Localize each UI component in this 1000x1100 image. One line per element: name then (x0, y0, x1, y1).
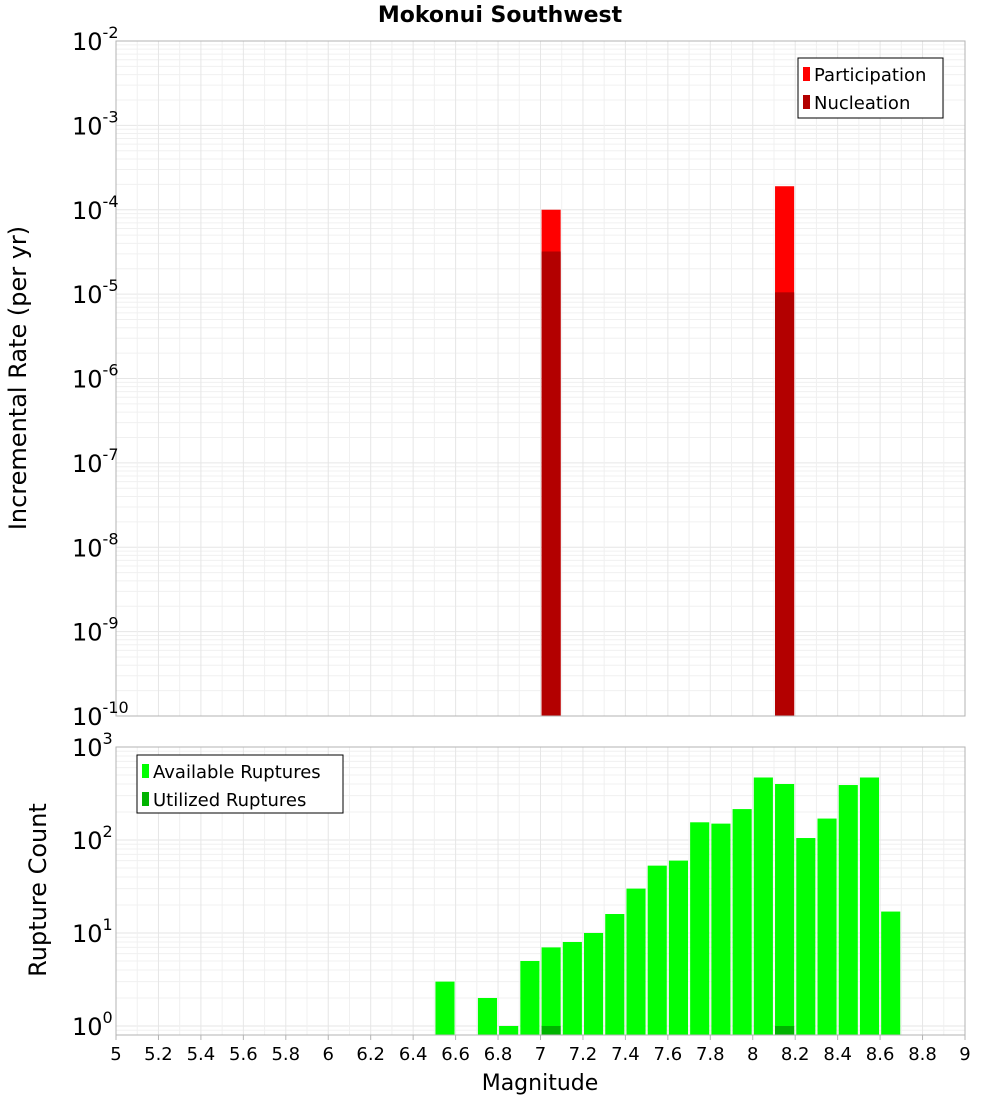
x-tick-label: 5.6 (229, 1044, 258, 1065)
bottom-ytick-label: 103 (72, 729, 113, 762)
x-tick-label: 8.2 (781, 1044, 810, 1065)
top-plot-frame (115, 40, 966, 717)
top-bar-nucleation (775, 292, 795, 716)
top-ytick-label: 10-6 (72, 361, 119, 394)
top-legend-swatch (803, 95, 810, 109)
bottom-bar-available-ruptures (881, 911, 901, 1035)
x-tick-label: 5.4 (187, 1044, 216, 1065)
x-tick-label: 6 (323, 1044, 334, 1065)
x-tick-label: 5.8 (271, 1044, 300, 1065)
bottom-bar-available-ruptures (732, 809, 752, 1035)
bottom-bar-available-ruptures (817, 818, 837, 1035)
chart-title: Mokonui Southwest (378, 3, 623, 28)
x-tick-label: 8 (747, 1044, 758, 1065)
bottom-bar-available-ruptures (859, 777, 880, 1035)
bottom-legend-label: Available Ruptures (153, 762, 321, 783)
x-tick-label: 7.2 (569, 1044, 598, 1065)
top-bar-nucleation (541, 251, 561, 716)
x-tick-label: 5.2 (144, 1044, 173, 1065)
bottom-legend-swatch (142, 792, 149, 806)
bottom-bar-available-ruptures (605, 914, 625, 1035)
x-tick-label: 9 (959, 1044, 970, 1065)
top-ytick-label: 10-4 (72, 192, 119, 225)
bottom-bar-available-ruptures (499, 1025, 519, 1035)
x-tick-label: 7.4 (611, 1044, 640, 1065)
bottom-plot-area: 100 101 102 103 5 5.2 5.4 5.6 5.8 6 6.2 6.4 6.6 6.8 7 7… (72, 729, 971, 1065)
bottom-bar-available-ruptures (838, 785, 858, 1035)
top-legend-label: Participation (814, 65, 926, 86)
bottom-legend-label: Utilized Ruptures (153, 790, 306, 811)
top-legend-label: Nucleation (814, 93, 910, 114)
top-ytick-label: 10-3 (72, 107, 119, 140)
top-ytick-label: 10-5 (72, 276, 119, 309)
bottom-ytick-label: 101 (72, 915, 113, 948)
bottom-bar-available-ruptures (562, 942, 582, 1035)
bottom-y-axis-label: Rupture Count (24, 803, 52, 977)
x-tick-label: 7 (535, 1044, 546, 1065)
bottom-bar-available-ruptures (796, 838, 816, 1035)
bottom-bar-utilized-ruptures (541, 1025, 561, 1035)
x-tick-label: 8.8 (908, 1044, 937, 1065)
top-ytick-label: 10-2 (72, 23, 119, 56)
bottom-legend-box (136, 754, 344, 814)
bottom-legend-swatch (142, 764, 149, 778)
x-tick-label: 6.6 (441, 1044, 470, 1065)
x-tick-label: 7.8 (696, 1044, 725, 1065)
bottom-bar-available-ruptures (711, 823, 731, 1035)
bottom-bar-available-ruptures (477, 997, 497, 1035)
x-tick-label: 7.6 (654, 1044, 683, 1065)
top-legend-swatch (803, 67, 810, 81)
top-ytick-label: 10-10 (72, 698, 129, 731)
x-tick-label: 6.4 (399, 1044, 428, 1065)
top-plot-area: 10-10 10-9 10-8 10-7 10-6 10-5 10-4 10-3 10-2 Par… (72, 23, 966, 731)
x-tick-label: 5 (110, 1044, 121, 1065)
bottom-bar-available-ruptures (647, 865, 667, 1035)
bottom-bar-available-ruptures (668, 860, 689, 1035)
x-tick-label: 8.4 (823, 1044, 852, 1065)
bottom-bar-available-ruptures (775, 784, 795, 1035)
x-tick-label: 8.6 (866, 1044, 895, 1065)
bottom-bar-utilized-ruptures (775, 1025, 795, 1035)
bottom-ytick-label: 100 (72, 1008, 113, 1041)
bottom-bar-available-ruptures (690, 822, 710, 1035)
x-axis-label: Magnitude (482, 1071, 599, 1096)
top-ytick-label: 10-7 (72, 445, 119, 478)
bottom-bar-available-ruptures (584, 932, 604, 1035)
top-ytick-label: 10-8 (72, 529, 119, 562)
top-y-axis-label: Incremental Rate (per yr) (4, 226, 32, 530)
bottom-bar-available-ruptures (541, 947, 561, 1035)
top-legend-box (797, 57, 944, 119)
bottom-bar-available-ruptures (753, 777, 773, 1035)
bottom-ytick-label: 102 (72, 822, 113, 855)
bottom-bar-available-ruptures (520, 960, 540, 1035)
top-ytick-label: 10-9 (72, 614, 119, 647)
bottom-bar-available-ruptures (435, 981, 455, 1035)
x-tick-label: 6.2 (356, 1044, 385, 1065)
x-tick-label: 6.8 (484, 1044, 513, 1065)
bottom-bar-available-ruptures (626, 888, 646, 1035)
